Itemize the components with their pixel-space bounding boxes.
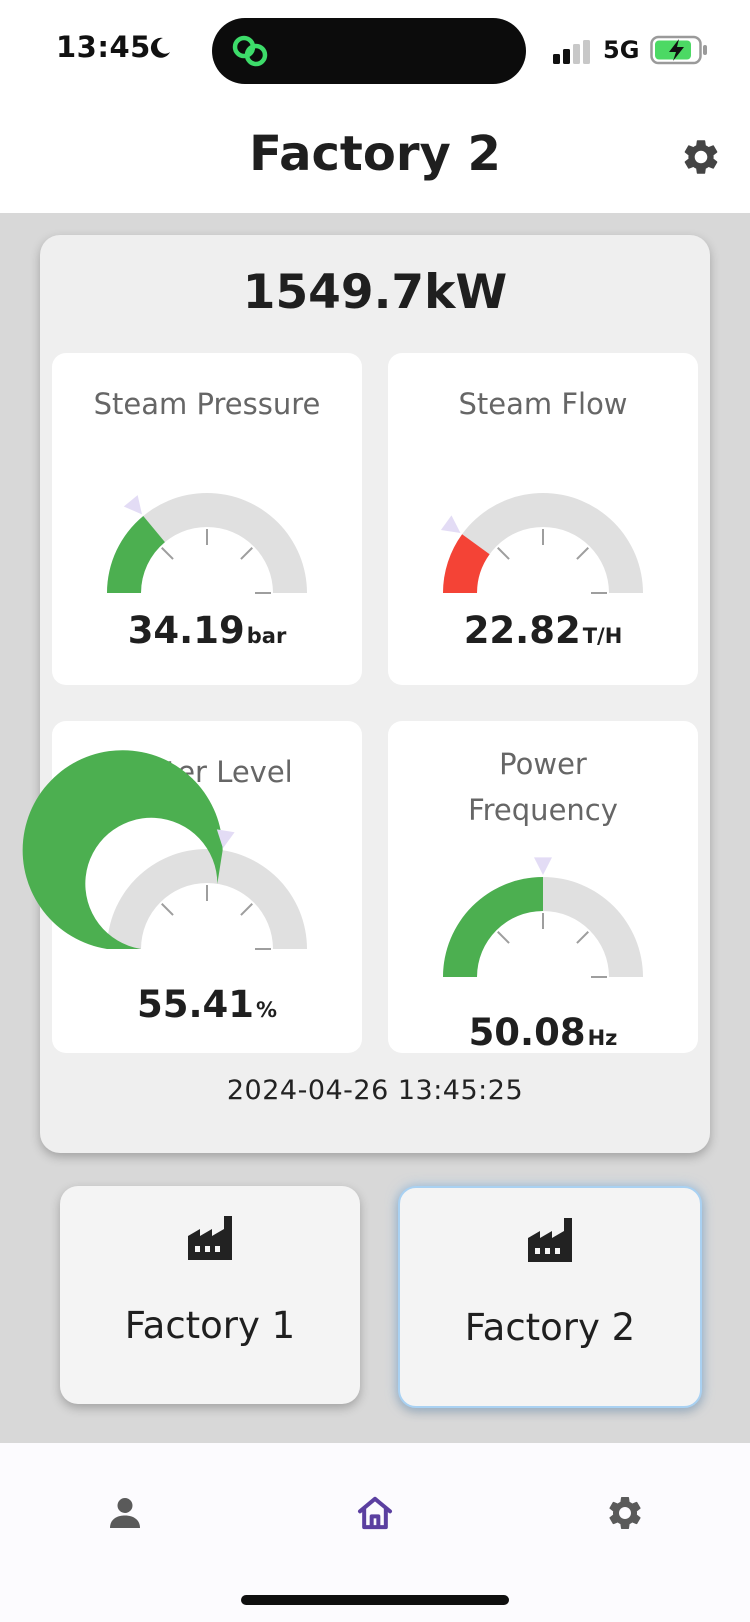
app-header: Factory 2 — [0, 100, 750, 213]
gauge-tick — [497, 931, 510, 944]
gauge-value-arc — [443, 534, 490, 593]
gauge-label: Steam Pressure — [93, 387, 321, 421]
total-power: 1549.7kW — [242, 265, 508, 320]
main-content: 1549.7kW Steam Pressure 34.19bar Steam F… — [0, 213, 750, 1443]
gauge-value-unit: bar — [246, 624, 287, 648]
gauge — [22, 750, 307, 950]
gauge-value-number: 34.19 — [127, 609, 245, 652]
gauge-value-unit: % — [256, 998, 278, 1022]
gauge-value-unit: Hz — [587, 1026, 618, 1050]
home-icon[interactable] — [355, 1493, 395, 1533]
gauge-value: 55.41% — [52, 983, 362, 1026]
gauge-tile-power-frequency: Power Frequency 50.08Hz — [388, 721, 698, 1054]
gauge — [443, 857, 643, 978]
gauge-value: 50.08Hz — [388, 1011, 698, 1054]
factory-icon — [528, 1218, 572, 1262]
summary-card: 1549.7kW Steam Pressure 34.19bar Steam F… — [22, 235, 710, 1153]
gauge-tick — [240, 547, 253, 560]
moon-icon — [150, 37, 170, 58]
gauge-value-arc — [443, 877, 543, 977]
gauge-tick — [161, 547, 174, 560]
gauge-pointer — [440, 515, 461, 534]
gauge-tick — [497, 547, 510, 560]
gauge-value-arc — [107, 515, 165, 593]
gauge-value: 34.19bar — [52, 609, 362, 652]
signal-icon — [553, 40, 590, 64]
last-updated-timestamp: 2024-04-26 13:45:25 — [226, 1075, 524, 1106]
gauge-tile-steam-flow: Steam Flow 22.82T/H — [388, 353, 698, 685]
gauge-tick — [576, 931, 589, 944]
gauge-value-unit: T/H — [582, 624, 623, 648]
bottom-nav — [0, 1443, 750, 1622]
gauge-tile-water-level: Water Level 55.41% — [22, 721, 362, 1053]
factory-card-2[interactable]: Factory 2 — [398, 1186, 702, 1408]
gauge-value-arc — [22, 750, 223, 949]
status-bar: 13:45 5G — [0, 0, 750, 100]
factory-card-label: Factory 1 — [124, 1304, 296, 1347]
link-logo-icon — [232, 35, 268, 67]
gauge-value-number: 55.41 — [136, 983, 254, 1026]
gauge-value-number: 22.82 — [463, 609, 581, 652]
factory-icon — [188, 1216, 232, 1260]
gauge-track — [107, 493, 307, 593]
gauge-pointer — [216, 829, 235, 849]
gauge-tick — [161, 903, 174, 916]
network-type: 5G — [603, 36, 640, 64]
factory-card-1[interactable]: Factory 1 — [60, 1186, 360, 1404]
page-title: Factory 2 — [249, 126, 501, 182]
home-indicator — [241, 1595, 509, 1605]
gauge-value-number: 50.08 — [468, 1011, 586, 1054]
gauge-label: Power Frequency — [468, 747, 618, 827]
gauge-label: Steam Flow — [458, 387, 628, 421]
gear-icon[interactable] — [605, 1493, 645, 1533]
status-time: 13:45 — [56, 30, 151, 64]
gear-icon[interactable] — [680, 136, 722, 178]
gauge-track — [443, 493, 643, 593]
gauge-track — [107, 849, 307, 949]
gauge-pointer — [123, 495, 142, 515]
gauge-tile-steam-pressure: Steam Pressure 34.19bar — [52, 353, 362, 685]
battery-charging-icon — [650, 35, 707, 65]
factory-card-label: Factory 2 — [464, 1306, 636, 1349]
dynamic-island — [212, 18, 526, 84]
gauge — [440, 493, 643, 594]
gauge-value: 22.82T/H — [388, 609, 698, 652]
gauge-tick — [240, 903, 253, 916]
gauge-tick — [576, 547, 589, 560]
person-icon[interactable] — [105, 1493, 145, 1533]
gauge — [107, 493, 307, 594]
gauge-pointer — [534, 857, 552, 875]
